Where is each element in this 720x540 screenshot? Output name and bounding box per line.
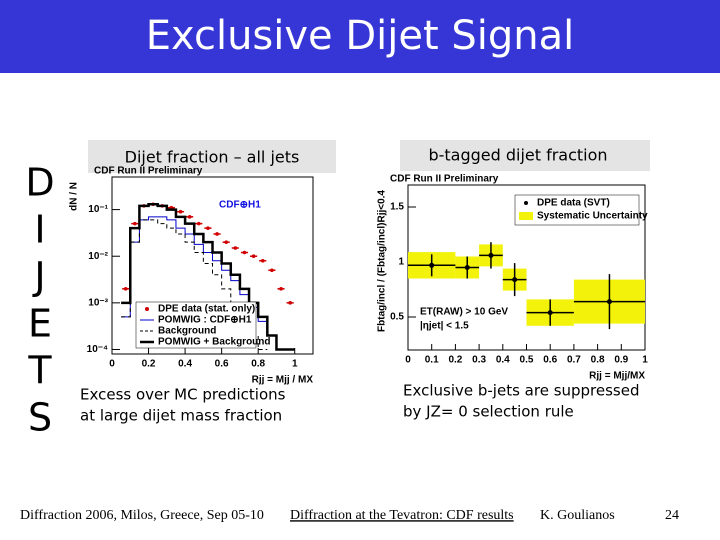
panel-label-box (88, 140, 336, 173)
data-point-marker (288, 301, 292, 305)
x-tick-label: 1 (292, 359, 298, 370)
footer-left: Diffraction 2006, Milos, Greece, Sep 05-… (20, 508, 264, 523)
legend-label: DPE data (SVT) (537, 198, 610, 209)
legend-label: DPE data (stat. only) (158, 304, 255, 315)
x-tick-label: 0.2 (142, 359, 156, 370)
x-tick-label: 0.1 (425, 355, 439, 366)
x-tick-label: 0.4 (496, 355, 510, 366)
y-tick-label: 1 (398, 257, 404, 268)
side-letter: J (32, 255, 45, 299)
data-point (464, 265, 470, 270)
histogram-line (121, 203, 295, 351)
y-tick-label: 10⁻³ (88, 297, 108, 308)
x-axis-label: Rjj = Mjj / MX (252, 375, 314, 386)
caption: by JZ= 0 selection rule (403, 403, 574, 421)
footer-author: K. Goulianos (540, 508, 615, 523)
data-point (512, 277, 518, 283)
annotation: |ηjet| < 1.5 (420, 321, 469, 332)
legend-swatch (145, 307, 149, 311)
data-point-marker (206, 226, 210, 230)
x-tick-label: 0.9 (614, 355, 628, 366)
data-point-marker (279, 287, 283, 291)
data-point (547, 310, 553, 316)
y-axis-label: Fbtag/incl / (Fbtag/incl)Rjj<0.4 (377, 190, 388, 332)
y-axis-label: dN / N (69, 182, 80, 211)
plot-title: CDF Run II Preliminary (390, 174, 499, 185)
x-tick-label: 0.6 (543, 355, 557, 366)
panel-label: Dijet fraction – all jets (125, 148, 300, 167)
x-tick-label: 0.4 (178, 359, 192, 370)
x-tick-label: 0.5 (520, 355, 534, 366)
legend-box (135, 301, 257, 349)
page-number: 24 (665, 508, 679, 523)
data-point (488, 252, 494, 258)
data-point (606, 299, 612, 305)
data-point-marker (133, 221, 137, 226)
x-axis-label: Rjj = Mjj/MX (589, 371, 645, 382)
side-letter: S (28, 396, 52, 440)
footer-link[interactable]: Diffraction at the Tevatron: CDF results (290, 508, 514, 523)
plots: CDF Run II Preliminary Rjj = Mjj / MX dN /… (69, 166, 649, 386)
data-point-marker (260, 258, 265, 263)
data-point (429, 262, 435, 268)
legend-swatch (524, 201, 528, 205)
caption: Excess over MC predictions (80, 386, 286, 404)
x-tick-label: 0.7 (567, 355, 581, 366)
x-tick-label: 0.2 (448, 355, 462, 366)
header-bar (0, 0, 720, 73)
y-tick-label: 10⁻² (88, 251, 108, 262)
data-point-marker (187, 215, 192, 219)
x-tick-label: 0.8 (251, 359, 265, 370)
side-letter: I (34, 208, 45, 252)
legend-label: POMWIG + Background (158, 337, 271, 348)
x-tick-label: 0 (405, 355, 411, 366)
data-point-marker (233, 246, 238, 250)
histogram-line (121, 216, 295, 350)
data-point-marker (251, 254, 256, 259)
annotation: CDF⊕H1 (219, 200, 261, 211)
x-tick-label: 0.8 (591, 355, 605, 366)
data-point-marker (215, 232, 219, 236)
side-letter: E (28, 302, 52, 346)
x-tick-label: 0.3 (472, 355, 486, 366)
legend-box (514, 194, 640, 226)
plot-title: CDF Run II Preliminary (94, 166, 203, 177)
legend-label: POMWIG : CDF⊕H1 (158, 315, 252, 326)
legend-label: Background (158, 326, 216, 337)
x-tick-label: 1 (642, 355, 648, 366)
y-tick-label: 1.5 (390, 202, 404, 213)
caption: Exclusive b-jets are suppressed (403, 382, 640, 400)
data-point-marker (178, 209, 183, 214)
y-tick-label: 10⁻⁴ (87, 344, 108, 355)
data-point-marker (224, 240, 229, 244)
caption: at large dijet mass fraction (80, 407, 282, 425)
slide-title: Exclusive Dijet Signal (146, 13, 575, 59)
panel-label: b-tagged dijet fraction (428, 146, 607, 165)
data-point-marker (123, 287, 128, 291)
data-point-marker (196, 221, 201, 226)
data-point-marker (270, 268, 274, 273)
side-letter: D (25, 161, 54, 205)
side-letter: T (27, 349, 52, 393)
x-tick-label: 0.6 (215, 359, 229, 370)
legend-label: Systematic Uncertainty (537, 211, 648, 222)
y-tick-label: 10⁻¹ (88, 204, 108, 215)
x-tick-label: 0 (109, 359, 115, 370)
data-point-marker (242, 250, 247, 255)
annotation: ET(RAW) > 10 GeV (420, 307, 508, 318)
y-tick-label: 0.5 (390, 312, 404, 323)
legend-swatch (519, 212, 533, 220)
panel-label-box (400, 140, 650, 171)
